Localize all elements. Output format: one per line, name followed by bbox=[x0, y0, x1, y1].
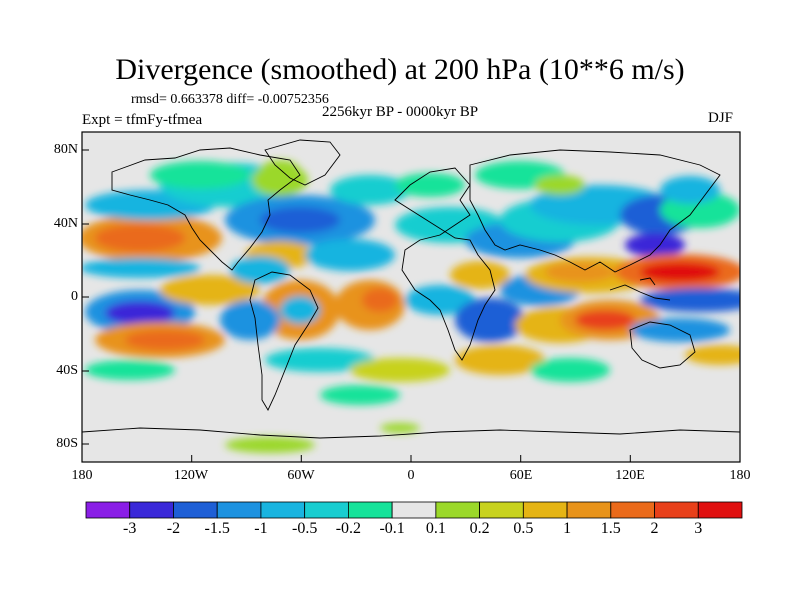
colorbar-label: 2 bbox=[650, 520, 659, 537]
australia-coast bbox=[629, 321, 696, 369]
field-blob bbox=[395, 173, 465, 197]
colorbar-label: 0.5 bbox=[513, 520, 534, 537]
colorbar-label: -2 bbox=[166, 520, 181, 537]
x-tick-label: 60E bbox=[509, 468, 533, 483]
field-blob bbox=[260, 160, 300, 180]
colorbar-swatch bbox=[85, 501, 131, 519]
colorbar-label: 0.1 bbox=[425, 520, 446, 537]
colorbar-label: 1 bbox=[563, 520, 572, 537]
x-tick-marks bbox=[81, 455, 741, 462]
field-blob bbox=[575, 310, 635, 330]
x-tick-label: 120W bbox=[173, 468, 209, 483]
x-tick-label: 120E bbox=[615, 468, 645, 483]
field-blob bbox=[625, 233, 685, 257]
colorbar-swatch bbox=[479, 501, 524, 519]
x-tick-label: 180 bbox=[71, 468, 93, 483]
x-tick-label: 0 bbox=[407, 468, 415, 483]
field-blob bbox=[660, 176, 720, 204]
field-blob bbox=[455, 298, 525, 342]
field-blob bbox=[125, 330, 205, 350]
field-blob bbox=[230, 256, 290, 284]
field-blob bbox=[535, 175, 585, 195]
y-tick-label: 80N bbox=[53, 142, 78, 157]
maritime-islands bbox=[609, 277, 671, 301]
figure-title: Divergence (smoothed) at 200 hPa (10**6 … bbox=[115, 53, 685, 86]
colorbar-swatch bbox=[391, 501, 437, 519]
colorbar-label: -0.5 bbox=[291, 520, 318, 537]
field-blob bbox=[220, 300, 280, 340]
colorbar bbox=[85, 501, 743, 519]
colorbar-swatch bbox=[697, 501, 743, 519]
asia-coast bbox=[469, 149, 721, 273]
colorbar-swatch bbox=[129, 501, 174, 519]
coastlines bbox=[82, 139, 740, 439]
colorbar-swatch bbox=[216, 501, 262, 519]
y-tick-label: 80S bbox=[56, 436, 78, 451]
colorbar-swatch bbox=[435, 501, 481, 519]
colorbar-swatch bbox=[566, 501, 612, 519]
x-tick-label: 180 bbox=[729, 468, 751, 483]
colorbar-label: 3 bbox=[694, 520, 703, 537]
colorbar-label: -3 bbox=[123, 520, 137, 537]
field-blob bbox=[685, 345, 740, 365]
colorbar-label: -1 bbox=[254, 520, 268, 537]
south-america-coast bbox=[249, 271, 319, 411]
y-tick-label: 40N bbox=[53, 216, 78, 231]
field-blob bbox=[280, 296, 320, 324]
north-america-coast bbox=[111, 147, 301, 271]
colorbar-label: -1.5 bbox=[204, 520, 230, 537]
colorbar-swatch bbox=[522, 501, 568, 519]
field-blob bbox=[350, 358, 450, 382]
colorbar-swatch bbox=[654, 501, 699, 519]
field-blob bbox=[95, 224, 185, 252]
field-blob bbox=[320, 385, 400, 405]
experiment-label: Expt = tfmFy-tfmea bbox=[82, 112, 203, 128]
field-blob bbox=[265, 348, 375, 372]
colorbar-swatch bbox=[173, 501, 218, 519]
y-tick-label: 40S bbox=[56, 363, 78, 378]
colorbar-label: 1.5 bbox=[600, 520, 621, 537]
field-blob bbox=[405, 285, 475, 315]
greenland-coast bbox=[264, 139, 341, 186]
x-tick-label: 60W bbox=[287, 468, 315, 483]
divergence-field bbox=[82, 160, 740, 453]
field-blob bbox=[82, 258, 200, 278]
field-blob bbox=[150, 161, 250, 189]
field-blob bbox=[450, 261, 510, 289]
colorbar-label: -0.2 bbox=[335, 520, 362, 537]
field-blob bbox=[85, 360, 175, 380]
field-blob bbox=[545, 262, 615, 282]
field-blob bbox=[362, 288, 398, 312]
colorbar-swatch bbox=[260, 501, 306, 519]
antarctica-coast bbox=[82, 427, 740, 439]
colorbar-label: 0.2 bbox=[469, 520, 490, 537]
period-label: 2256kyr BP - 0000kyr BP bbox=[322, 104, 479, 120]
colorbar-swatch bbox=[610, 501, 655, 519]
y-tick-marks bbox=[82, 149, 89, 445]
colorbar-swatch bbox=[304, 501, 349, 519]
stats-text: rmsd= 0.663378 diff= -0.00752356 bbox=[131, 92, 329, 107]
field-blob bbox=[305, 239, 395, 271]
field-blob bbox=[160, 275, 260, 305]
field-blob bbox=[640, 288, 740, 312]
y-tick-label: 0 bbox=[71, 289, 78, 304]
field-blob bbox=[225, 437, 315, 453]
field-blob bbox=[330, 175, 410, 205]
europe-africa-coast bbox=[394, 167, 496, 361]
colorbar-swatch bbox=[347, 501, 393, 519]
field-blob bbox=[530, 358, 610, 382]
field-blob bbox=[455, 345, 545, 375]
season-label: DJF bbox=[708, 110, 734, 126]
field-blob bbox=[105, 301, 175, 325]
field-blob bbox=[260, 207, 340, 233]
colorbar-label: -0.1 bbox=[379, 520, 405, 537]
field-blob bbox=[640, 262, 720, 282]
field-blob bbox=[380, 423, 420, 433]
